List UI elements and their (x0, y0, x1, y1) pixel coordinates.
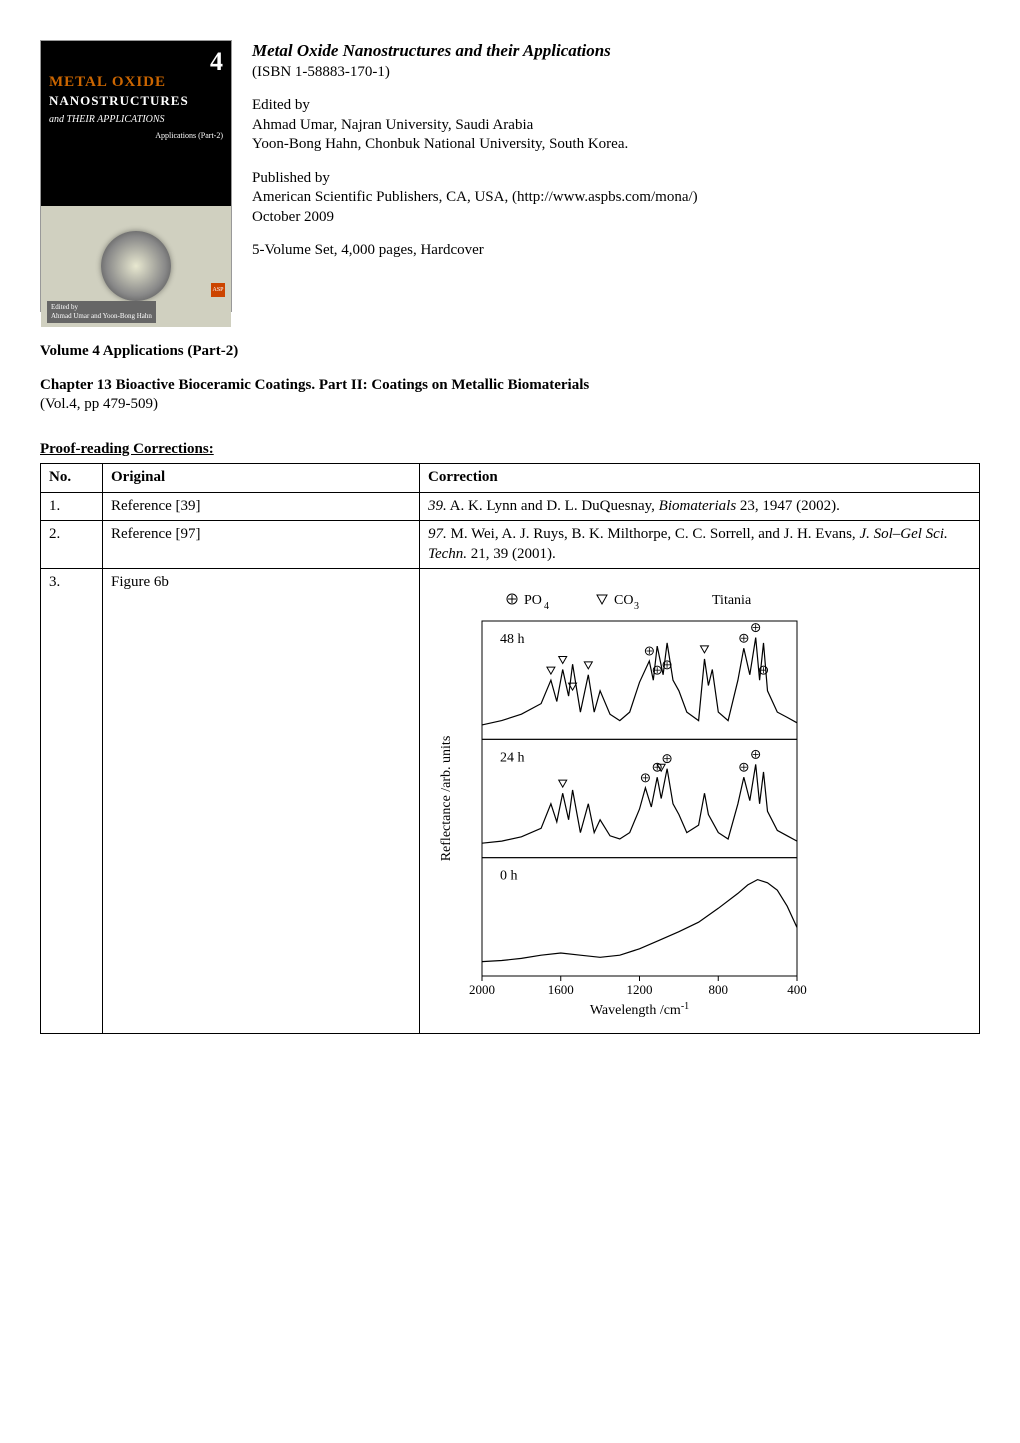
ref-tail: 23, 1947 (2002). (736, 498, 840, 514)
svg-text:4: 4 (544, 601, 549, 612)
cover-volume-number: 4 (210, 45, 223, 79)
cover-title-line3-text: and THEIR APPLICATIONS (49, 114, 165, 125)
svg-text:3: 3 (634, 601, 639, 612)
table-header-row: No. Original Correction (41, 464, 980, 493)
table-row: 2. Reference [97] 97. M. Wei, A. J. Ruys… (41, 521, 980, 569)
chapter-prefix: Chapter 13 (40, 377, 116, 393)
cell-correction: 39. A. K. Lynn and D. L. DuQuesnay, Biom… (420, 492, 980, 521)
cover-bottom-panel: ASP Edited by Ahmad Umar and Yoon-Bong H… (41, 206, 231, 328)
book-cover-image: 4 METAL OXIDE NANOSTRUCTURES and THEIR A… (40, 40, 232, 312)
book-title-line: Metal Oxide Nanostructures and their App… (252, 40, 980, 82)
ref-authors: M. Wei, A. J. Ruys, B. K. Milthorpe, C. … (447, 526, 860, 542)
publisher-logo: ASP (211, 283, 225, 297)
book-isbn: (ISBN 1-58883-170-1) (252, 64, 390, 80)
cell-original: Reference [39] (103, 492, 420, 521)
ref-number: 97. (428, 526, 447, 542)
svg-text:Reflectance /arb. units: Reflectance /arb. units (439, 736, 454, 862)
cover-editors-names: Ahmad Umar and Yoon-Bong Hahn (51, 312, 152, 320)
pub-date: October 2009 (252, 209, 334, 225)
cell-no: 1. (41, 492, 103, 521)
cover-subtitle: Applications (Part-2) (49, 131, 223, 141)
svg-text:800: 800 (709, 982, 729, 997)
cover-top-panel: 4 METAL OXIDE NANOSTRUCTURES and THEIR A… (41, 41, 231, 206)
svg-text:400: 400 (787, 982, 807, 997)
published-by-block: Published by American Scientific Publish… (252, 169, 980, 228)
svg-text:48 h: 48 h (500, 632, 525, 647)
table-row: 3. Figure 6b PO4 CO3 Titania 48 h 24 h 0 h 200… (41, 569, 980, 1034)
svg-text:24 h: 24 h (500, 750, 525, 765)
proof-reading-heading: Proof-reading Corrections: (40, 440, 980, 460)
table-row: 1. Reference [39] 39. A. K. Lynn and D. … (41, 492, 980, 521)
spectra-svg: PO4 CO3 Titania 48 h 24 h 0 h 2000 1600 1200 800 4… (432, 581, 812, 1021)
svg-text:PO: PO (524, 593, 542, 608)
svg-text:Wavelength /cm-1: Wavelength /cm-1 (590, 1001, 689, 1019)
chapter-title: Bioactive Bioceramic Coatings. Part II: … (116, 377, 590, 393)
svg-text:Titania: Titania (712, 593, 752, 608)
ref-journal: Biomaterials (659, 498, 737, 514)
editor-1: Ahmad Umar, Najran University, Saudi Ara… (252, 117, 533, 133)
cover-title-line2: NANOSTRUCTURES (49, 93, 223, 110)
cell-original: Reference [97] (103, 521, 420, 569)
chapter-pages: (Vol.4, pp 479-509) (40, 396, 158, 412)
header-original: Original (103, 464, 420, 493)
svg-text:CO: CO (614, 593, 633, 608)
ref-number: 39. (428, 498, 447, 514)
top-section: 4 METAL OXIDE NANOSTRUCTURES and THEIR A… (40, 40, 980, 312)
cover-editors-line: Edited by Ahmad Umar and Yoon-Bong Hahn (47, 301, 156, 323)
cover-edited-by-label: Edited by (51, 303, 78, 311)
book-title: Metal Oxide Nanostructures and their App… (252, 41, 611, 60)
svg-text:1600: 1600 (548, 982, 574, 997)
chapter-line: Chapter 13 Bioactive Bioceramic Coatings… (40, 376, 980, 415)
set-info: 5-Volume Set, 4,000 pages, Hardcover (252, 241, 980, 261)
cell-no: 2. (41, 521, 103, 569)
svg-text:1200: 1200 (627, 982, 653, 997)
svg-text:2000: 2000 (469, 982, 495, 997)
edited-by-block: Edited by Ahmad Umar, Najran University,… (252, 96, 980, 155)
cover-nanostructure-image (101, 231, 171, 301)
corrections-table: No. Original Correction 1. Reference [39… (40, 463, 980, 1034)
editor-2: Yoon-Bong Hahn, Chonbuk National Univers… (252, 136, 628, 152)
volume-heading: Volume 4 Applications (Part-2) (40, 342, 980, 362)
book-info: Metal Oxide Nanostructures and their App… (252, 40, 980, 312)
cell-no: 3. (41, 569, 103, 1034)
header-no: No. (41, 464, 103, 493)
edited-by-label: Edited by (252, 97, 310, 113)
cover-title-line1: METAL OXIDE (49, 73, 223, 93)
publisher-line: American Scientific Publishers, CA, USA,… (252, 189, 698, 205)
svg-text:0 h: 0 h (500, 869, 518, 884)
ref-tail: 21, 39 (2001). (467, 546, 556, 562)
published-by-label: Published by (252, 170, 330, 186)
header-correction: Correction (420, 464, 980, 493)
figure-6b-chart: PO4 CO3 Titania 48 h 24 h 0 h 2000 1600 1200 800 4… (428, 573, 816, 1029)
cover-title-line3: and THEIR APPLICATIONS (49, 109, 223, 129)
ref-authors: A. K. Lynn and D. L. DuQuesnay, (447, 498, 659, 514)
cell-correction: PO4 CO3 Titania 48 h 24 h 0 h 2000 1600 1200 800 4… (420, 569, 980, 1034)
cell-correction: 97. M. Wei, A. J. Ruys, B. K. Milthorpe,… (420, 521, 980, 569)
cell-original: Figure 6b (103, 569, 420, 1034)
